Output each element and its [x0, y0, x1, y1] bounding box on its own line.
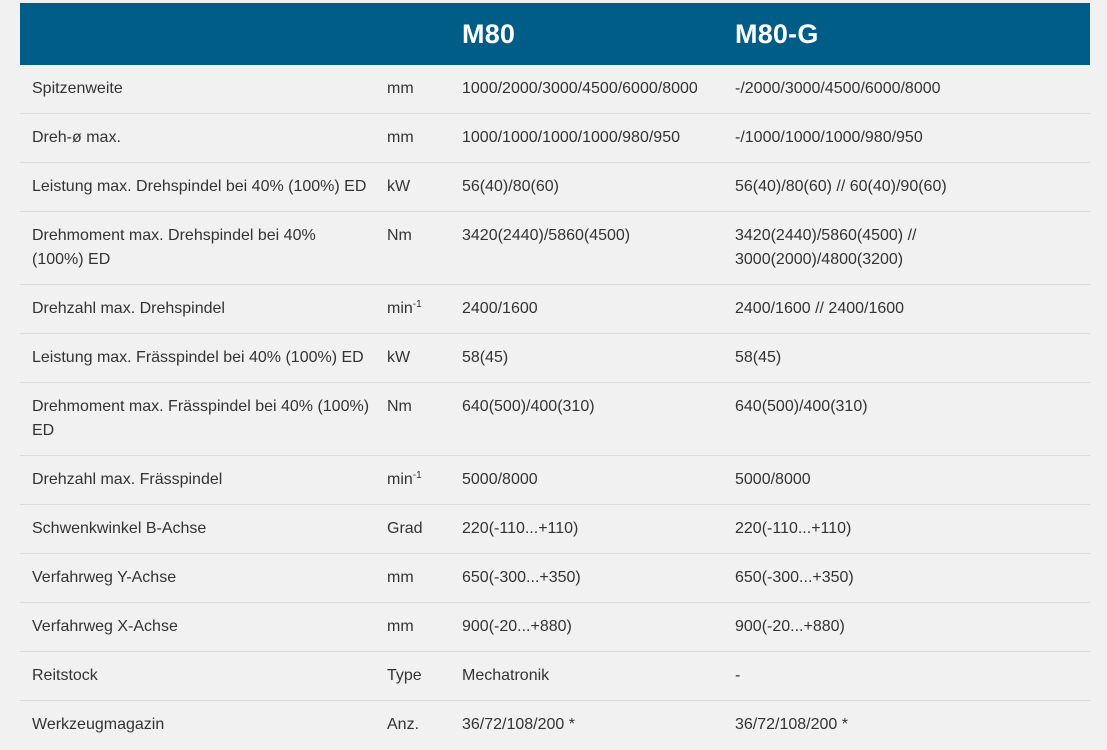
spec-unit-text: mm	[387, 80, 414, 97]
spec-label: Dreh-ø max.	[20, 113, 387, 163]
spec-unit-text: mm	[387, 129, 414, 146]
spec-value-m80: 58(45)	[462, 333, 735, 383]
spec-unit-text: Grad	[387, 520, 423, 537]
spec-value-m80-g: 900(-20...+880)	[735, 602, 1090, 652]
spec-unit: mm	[387, 602, 462, 652]
spec-unit-text: min	[387, 300, 413, 317]
table-row: Schwenkwinkel B-Achse Grad 220(-110...+110…	[20, 504, 1090, 554]
spec-table: M80 M80-G Spitzenweite mm 1000/2000/3000/4…	[20, 3, 1090, 749]
spec-value-m80: 900(-20...+880)	[462, 602, 735, 652]
spec-value-m80-g: -/1000/1000/1000/980/950	[735, 113, 1090, 163]
spec-unit: min-1	[387, 455, 462, 505]
spec-value-m80: 3420(2440)/5860(4500)	[462, 211, 735, 285]
spec-value-m80-g: 640(500)/400(310)	[735, 382, 1090, 456]
spec-value-m80-g: -	[735, 651, 1090, 701]
table-row: Verfahrweg X-Achse mm 900(-20...+880) 900(-…	[20, 602, 1090, 652]
spec-label: Drehzahl max. Drehspindel	[20, 284, 387, 334]
table-header: M80 M80-G	[20, 3, 1090, 65]
spec-value-m80-g: 220(-110...+110)	[735, 504, 1090, 554]
table-row: Reitstock Type Mechatronik -	[20, 651, 1090, 701]
spec-unit: Grad	[387, 504, 462, 554]
spec-value-m80: 36/72/108/200 *	[462, 716, 575, 733]
spec-unit: mm	[387, 553, 462, 603]
header-blank-label	[20, 3, 387, 65]
table-row: Drehzahl max. Drehspindel min-1 2400/1600 2…	[20, 284, 1090, 334]
spec-value-m80-g: 2400/1600 // 2400/1600	[735, 284, 1090, 334]
spec-label: Leistung max. Frässpindel bei 40% (100%)…	[20, 333, 387, 383]
spec-unit: mm	[387, 113, 462, 163]
header-blank-unit	[387, 3, 462, 65]
spec-value-m80: 1000/1000/1000/1000/980/950	[462, 113, 735, 163]
table-row: Leistung max. Drehspindel bei 40% (100%)…	[20, 162, 1090, 212]
spec-unit-text: kW	[387, 349, 411, 366]
spec-unit-text: min	[387, 471, 413, 488]
spec-value-m80-g: 56(40)/80(60) // 60(40)/90(60)	[735, 162, 1090, 212]
spec-label: Leistung max. Drehspindel bei 40% (100%)…	[20, 162, 387, 212]
table-row: Drehmoment max. Frässpindel bei 40% (100…	[20, 382, 1090, 456]
spec-unit: kW	[387, 162, 462, 212]
spec-unit-text: mm	[387, 569, 414, 586]
spec-value-m80-g: 650(-300...+350)	[735, 553, 1090, 603]
header-model-m80-g: M80-G	[735, 18, 819, 49]
spec-value-m80: 220(-110...+110)	[462, 504, 735, 554]
spec-unit-exponent: -1	[412, 299, 422, 310]
spec-value-m80: 5000/8000	[462, 455, 735, 505]
table-row: Drehmoment max. Drehspindel bei 40% (100…	[20, 211, 1090, 285]
table-row: Spitzenweite mm 1000/2000/3000/4500/6000/8…	[20, 65, 1090, 114]
spec-unit-text: Anz.	[387, 716, 420, 733]
spec-unit: Nm	[387, 211, 462, 285]
spec-label: Spitzenweite	[20, 65, 387, 114]
spec-value-m80: 2400/1600	[462, 284, 735, 334]
spec-unit-exponent: -1	[412, 470, 422, 481]
table-row: Drehzahl max. Frässpindel min-1 5000/8000 5…	[20, 455, 1090, 505]
spec-value-m80-g: 36/72/108/200 *	[735, 716, 848, 733]
table-row: Verfahrweg Y-Achse mm 650(-300...+350) 650(…	[20, 553, 1090, 603]
spec-value-m80-g: 3420(2440)/5860(4500) // 3000(2000)/4800…	[735, 211, 1090, 285]
spec-unit: kW	[387, 333, 462, 383]
spec-unit-text: mm	[387, 618, 414, 635]
table-body: Spitzenweite mm 1000/2000/3000/4500/6000/8…	[20, 65, 1090, 749]
spec-unit: Type	[387, 651, 462, 701]
spec-label: Verfahrweg Y-Achse	[20, 553, 387, 603]
spec-value-m80: 56(40)/80(60)	[462, 162, 735, 212]
spec-value-m80-g: 5000/8000	[735, 455, 1090, 505]
spec-unit-text: Nm	[387, 227, 412, 244]
spec-label: Drehmoment max. Drehspindel bei 40% (100…	[20, 211, 387, 285]
spec-label: Drehzahl max. Frässpindel	[20, 455, 387, 505]
spec-unit: min-1	[387, 284, 462, 334]
spec-label: Drehmoment max. Frässpindel bei 40% (100…	[20, 382, 387, 456]
spec-value-m80: 640(500)/400(310)	[462, 382, 735, 456]
spec-unit: Nm	[387, 382, 462, 456]
spec-label: Reitstock	[20, 651, 387, 701]
spec-value-m80-g: 58(45)	[735, 333, 1090, 383]
spec-unit: mm	[387, 65, 462, 114]
table-row: Dreh-ø max. mm 1000/1000/1000/1000/980/950…	[20, 113, 1090, 163]
header-model-m80: M80	[462, 18, 516, 49]
spec-label: Verfahrweg X-Achse	[20, 602, 387, 652]
spec-label: Werkzeugmagazin	[32, 716, 165, 733]
spec-label: Schwenkwinkel B-Achse	[20, 504, 387, 554]
spec-unit: Anz.	[387, 701, 462, 750]
spec-unit-text: Type	[387, 667, 422, 684]
table-row: Leistung max. Frässpindel bei 40% (100%)…	[20, 333, 1090, 383]
table-row: Werkzeugmagazin Anz. 36/72/108/200 * 36/72/…	[20, 701, 1090, 750]
spec-unit-text: Nm	[387, 398, 412, 415]
spec-value-m80: Mechatronik	[462, 651, 735, 701]
spec-value-m80-g: -/2000/3000/4500/6000/8000	[735, 65, 1090, 114]
spec-unit-text: kW	[387, 178, 411, 195]
spec-value-m80: 1000/2000/3000/4500/6000/8000	[462, 65, 735, 114]
spec-value-m80: 650(-300...+350)	[462, 553, 735, 603]
